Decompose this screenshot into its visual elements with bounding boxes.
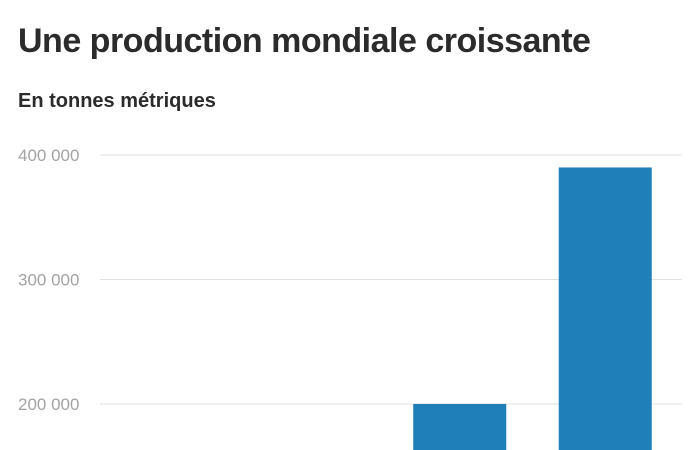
bars: [413, 167, 652, 450]
bar: [558, 167, 652, 450]
y-tick-label: 300 000: [18, 270, 79, 289]
bar: [413, 403, 507, 450]
chart-title: Une production mondiale croissante: [18, 22, 591, 60]
y-tick-label: 200 000: [18, 395, 79, 414]
y-tick-label: 400 000: [18, 146, 79, 165]
chart-subtitle: En tonnes métriques: [18, 90, 216, 112]
y-axis-ticks: 400 000 300 000 200 000: [18, 146, 79, 414]
